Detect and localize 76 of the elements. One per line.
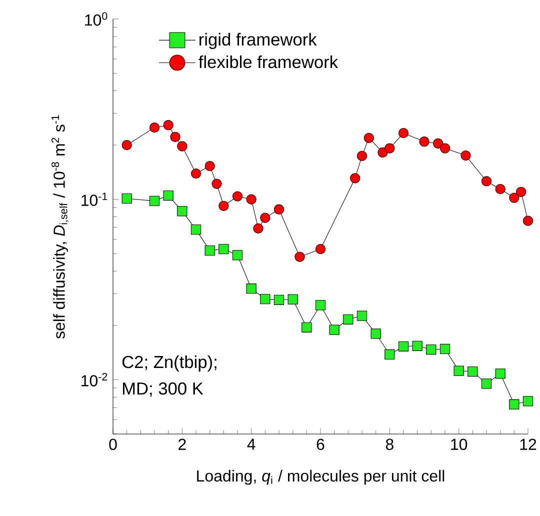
point [350,173,360,184]
point [412,340,422,351]
x-tick-label: 4 [247,438,256,450]
y-tick-label: 10$^{-2}$ [82,373,108,386]
x-tick-label: 2 [178,438,186,450]
point [370,328,381,339]
point [177,141,188,152]
point [170,132,180,142]
point [204,246,215,256]
point [419,136,430,147]
point [481,378,492,389]
text: self diffusivity, D$_{i,self}$ / 10$^{-8}$ m$^{2}$ s$^{-1}$ [52,115,69,339]
y-tick-label: 10$^{0}$ [85,12,108,26]
point [522,216,534,226]
point [495,184,506,194]
point [343,314,354,324]
x-tick-label: 12 [520,438,536,450]
point [509,399,520,410]
point [302,322,312,332]
legend-label: flexible framework [198,55,338,68]
point [433,138,444,149]
point [260,212,270,223]
point [122,193,132,204]
point [329,324,340,335]
point [274,294,284,305]
point [440,143,450,154]
point [495,368,506,379]
point [315,244,326,254]
point [149,122,160,133]
x-tick-label: 8 [386,438,394,450]
annotation: MD; 300 K [122,382,204,397]
point [218,244,229,254]
point [426,344,436,355]
point [440,344,450,354]
point [315,300,326,310]
point [274,204,284,214]
legend-label: rigid framework [200,32,317,50]
point [190,168,202,179]
point [384,143,395,154]
point [212,178,222,189]
point [253,223,264,234]
point [356,150,368,162]
point [218,200,229,211]
point [522,396,534,406]
point [232,250,243,260]
y-tick-label: 10$^{-1}$ [82,192,108,206]
point [398,341,409,352]
point [454,366,464,376]
point [204,160,215,172]
point [163,190,174,201]
point [460,150,471,161]
point [398,128,409,138]
x-tick-label: 0 [109,438,117,450]
point [356,310,368,321]
point [384,349,395,360]
point [509,192,520,203]
point [468,366,478,377]
point [232,191,243,202]
x-tick-label: 6 [316,438,324,450]
x-tick-label: 10 [451,438,468,450]
x-axis-title: Loading, q$_{i}$ / molecules per unit cell [197,470,444,485]
point [149,196,160,206]
point [364,132,374,144]
point [246,194,256,204]
point [177,206,188,216]
annotation: C2; Zn(tbip); [122,355,216,372]
point [163,120,174,130]
point [246,284,256,294]
point [122,140,132,150]
point [260,294,270,304]
point [294,252,305,262]
point [288,294,298,304]
point [190,224,202,235]
point [516,186,526,197]
point [481,176,492,186]
point [378,147,388,158]
